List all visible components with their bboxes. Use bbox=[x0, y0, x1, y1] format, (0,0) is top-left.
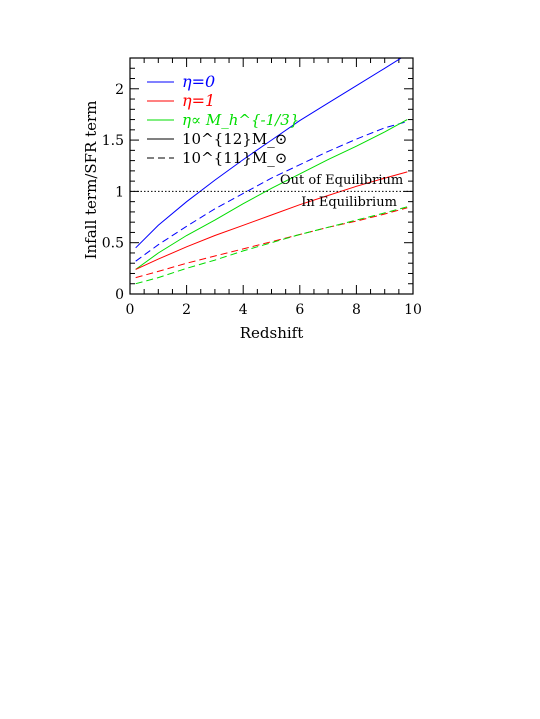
y-tick-label: 1.5 bbox=[102, 133, 124, 149]
series-line bbox=[135, 206, 408, 285]
y-tick-label: 0 bbox=[115, 287, 124, 303]
legend-label-1e11: 10^{11}M_⊙ bbox=[182, 149, 287, 167]
series-line bbox=[135, 121, 408, 262]
legend-label-eta-mass: η∝ M_h^{-1/3} bbox=[182, 111, 299, 129]
annotation-in-equilibrium: In Equilibrium bbox=[301, 195, 397, 210]
y-tick-label: 0.5 bbox=[102, 236, 124, 252]
y-tick-label: 1 bbox=[115, 184, 124, 200]
x-tick-label: 6 bbox=[295, 302, 304, 318]
legend-label-1e12: 10^{12}M_⊙ bbox=[182, 130, 287, 148]
x-tick-label: 8 bbox=[352, 302, 361, 318]
plot-frame bbox=[129, 57, 414, 295]
x-tick-label: 0 bbox=[126, 302, 135, 318]
legend-label-eta1: η=1 bbox=[182, 91, 215, 110]
series-line bbox=[135, 58, 403, 249]
series-line bbox=[135, 119, 408, 270]
axis-ticks: 0 2 4 6 8 10 0 0.5 1 1.5 2 bbox=[102, 57, 422, 318]
series-line bbox=[135, 207, 408, 279]
annotation-out-of-equilibrium: Out of Equilibrium bbox=[280, 173, 403, 188]
legend: η=0 η=1 η∝ M_h^{-1/3} 10^{12}M_⊙ 10^{11}… bbox=[147, 72, 299, 167]
y-axis-label: Infall term/SFR term bbox=[82, 101, 100, 260]
plot-curves bbox=[135, 58, 408, 285]
x-axis-label: Redshift bbox=[240, 324, 304, 342]
x-tick-label: 2 bbox=[182, 302, 191, 318]
y-tick-label: 2 bbox=[115, 82, 124, 98]
x-tick-label: 4 bbox=[239, 302, 248, 318]
legend-label-eta0: η=0 bbox=[182, 72, 215, 91]
x-tick-label: 10 bbox=[404, 302, 422, 318]
series-line bbox=[135, 171, 408, 270]
